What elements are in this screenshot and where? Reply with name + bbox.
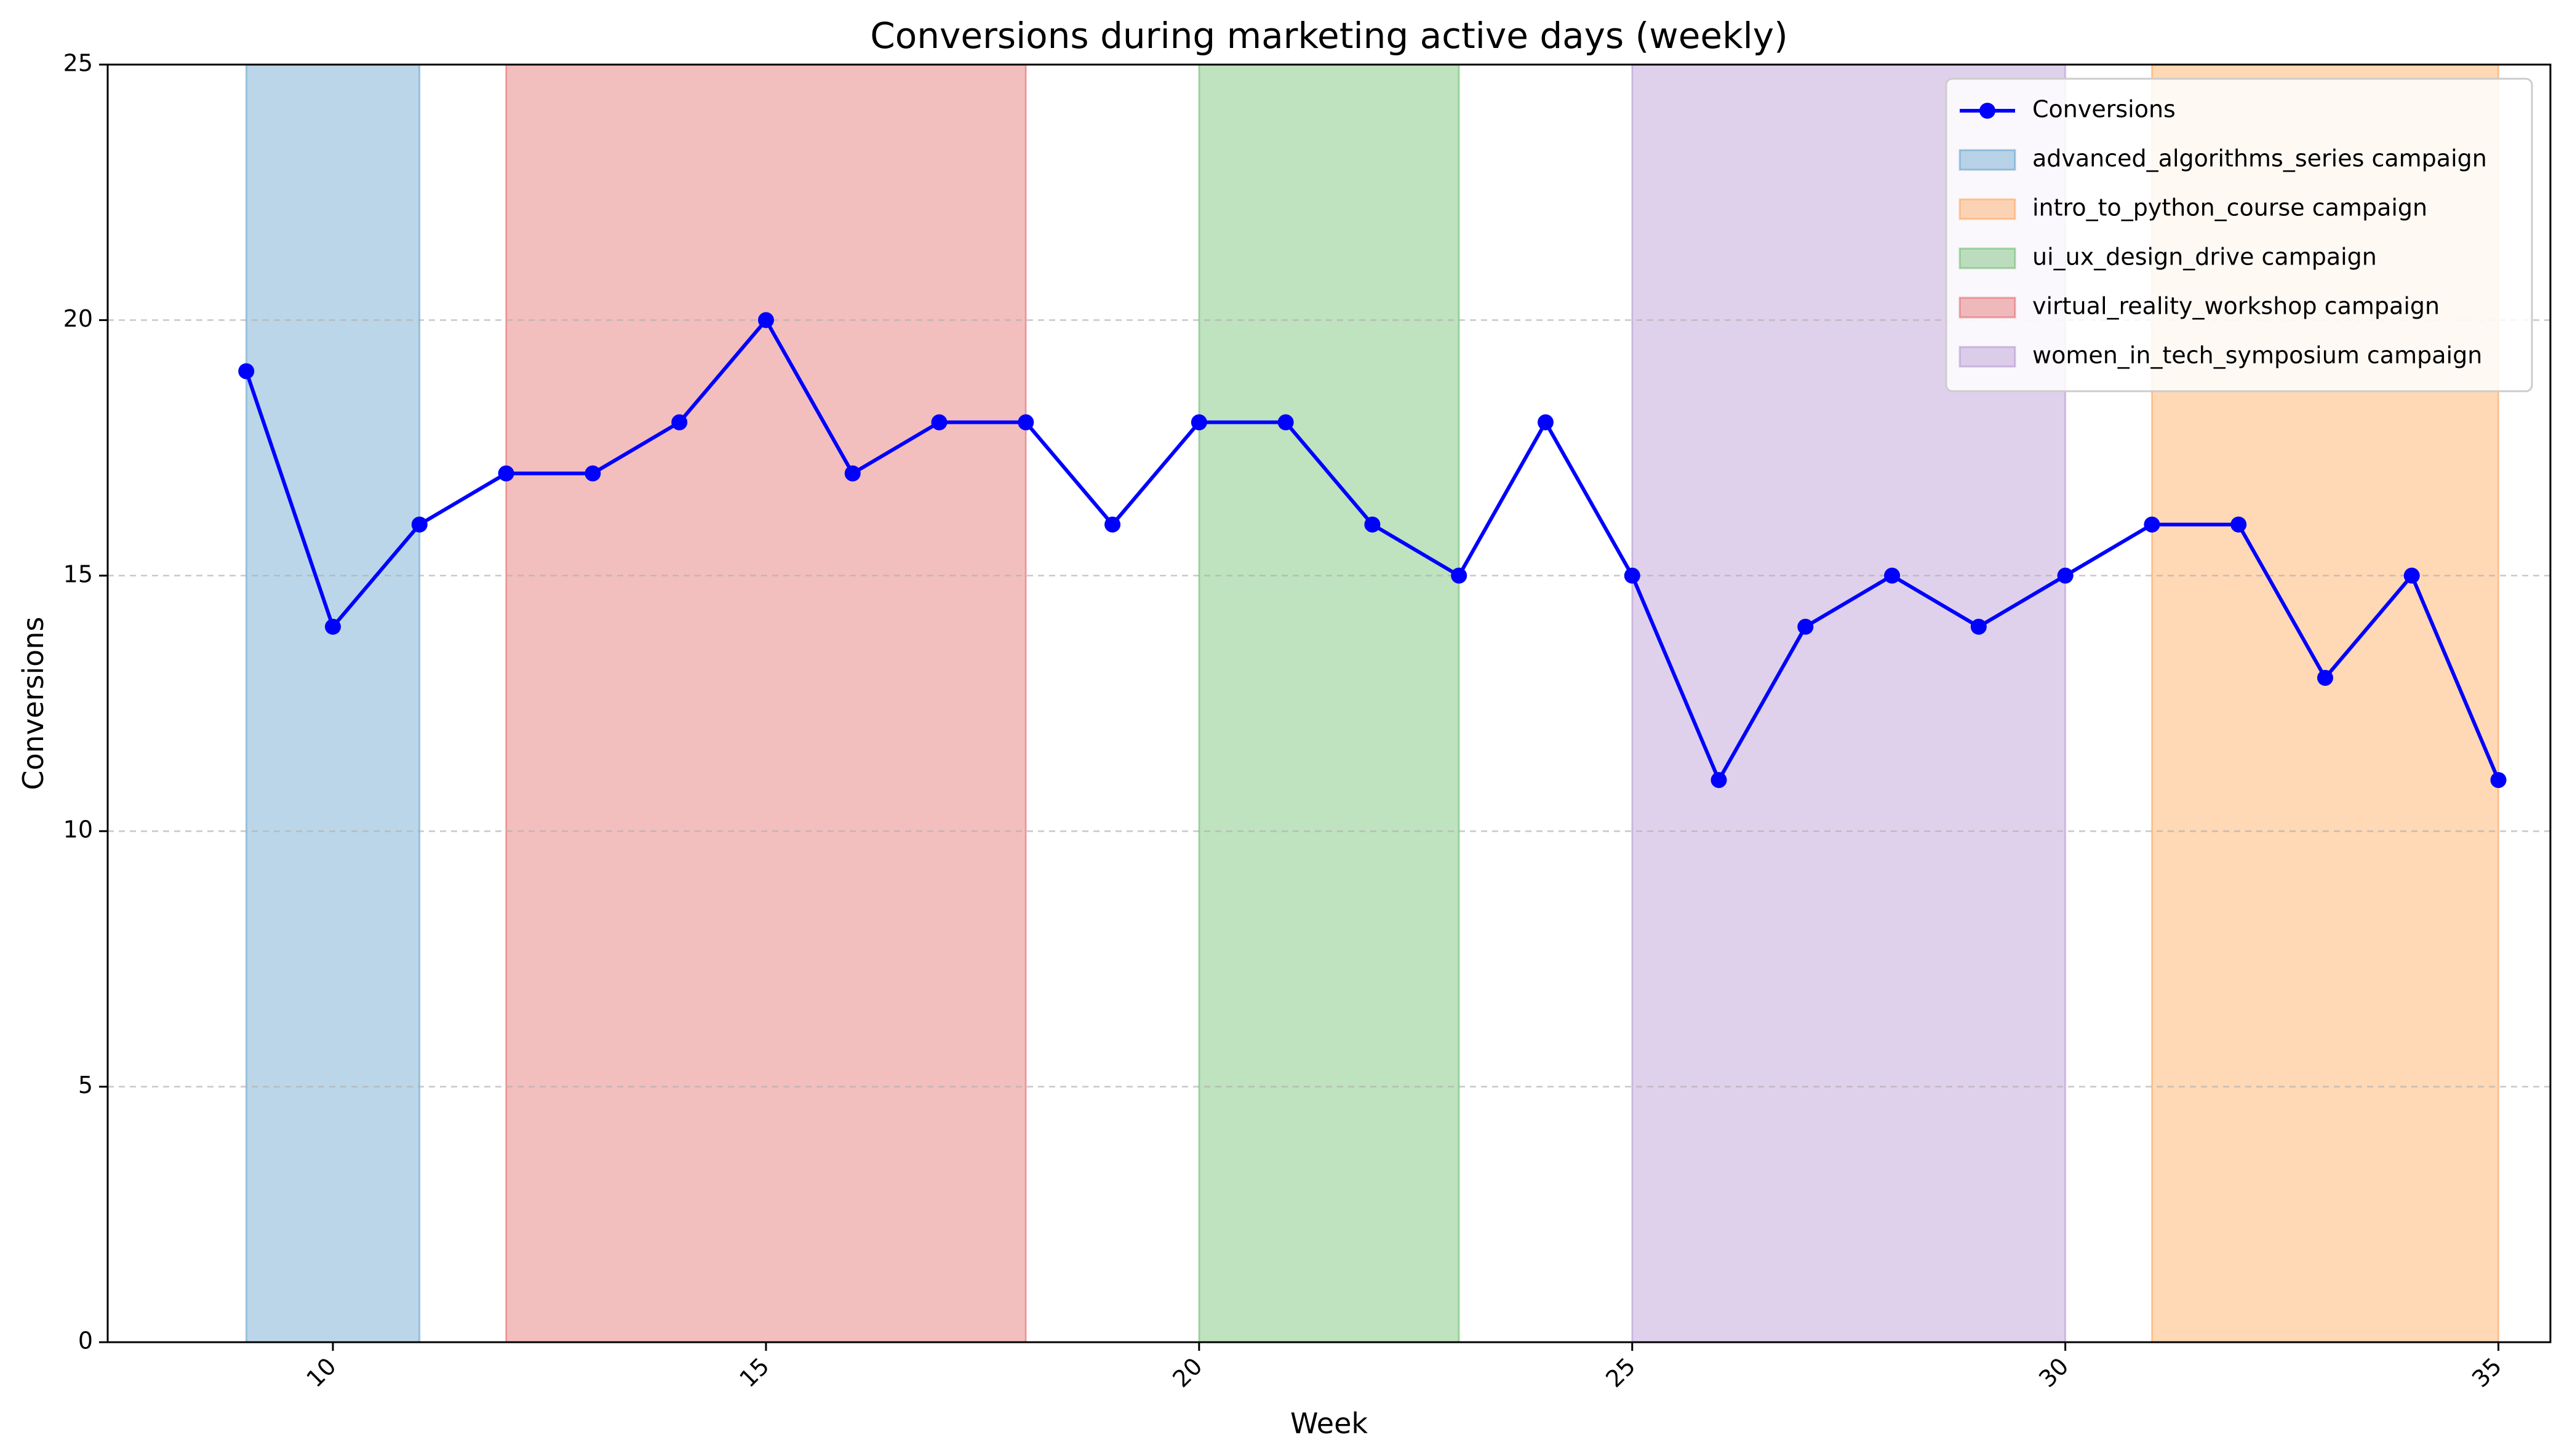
legend-box: [1945, 78, 2533, 392]
data-point-21: [1970, 618, 1987, 635]
data-point-15: [1451, 567, 1467, 584]
data-point-25: [2317, 669, 2333, 686]
legend-marker-swatch: [1979, 103, 1995, 119]
data-point-16: [1537, 414, 1554, 431]
grid-lines: [108, 319, 2550, 1088]
data-point-23: [2144, 516, 2160, 533]
campaign-band-1: [245, 63, 421, 1343]
data-point-13: [1277, 414, 1294, 431]
legend-patch-swatch-2: [1958, 198, 2016, 220]
campaign-band-4: [505, 63, 1027, 1343]
y-tick-label-5: 20: [63, 305, 93, 332]
data-point-4: [498, 465, 514, 482]
data-point-17: [1624, 567, 1640, 584]
chart-title: Conversions during marketing active days…: [870, 15, 1788, 57]
data-point-12: [1191, 414, 1207, 431]
legend-label-4: ui_ux_design_drive campaign: [2032, 244, 2377, 271]
data-point-7: [757, 312, 774, 328]
data-point-14: [1364, 516, 1381, 533]
legend-patch-swatch-3: [1958, 247, 2016, 269]
data-point-8: [844, 465, 861, 482]
data-point-5: [585, 465, 601, 482]
y-axis-ticks: 0 5 10 15 20 25: [63, 50, 108, 1355]
y-tick-label-4: 15: [63, 560, 93, 587]
x-axis-label: Week: [1290, 1407, 1368, 1440]
legend-patch-swatch-1: [1958, 149, 2016, 171]
data-point-6: [671, 414, 688, 431]
legend-patch-swatch-4: [1958, 296, 2016, 319]
legend-label-6: women_in_tech_symposium campaign: [2032, 342, 2482, 369]
campaign-bands: [245, 63, 2500, 1343]
y-tick-label-1: 0: [78, 1327, 93, 1355]
legend: Conversions advanced_algorithms_series ca…: [1945, 78, 2533, 392]
data-point-19: [1797, 618, 1814, 635]
legend-label-2: advanced_algorithms_series campaign: [2032, 145, 2487, 172]
series-layer: [238, 312, 2507, 789]
data-point-27: [2490, 772, 2507, 789]
data-point-22: [2057, 567, 2074, 584]
y-axis-label: Conversions: [17, 617, 50, 790]
data-point-18: [1711, 772, 1727, 789]
plot-frame: [106, 63, 2552, 1343]
data-point-24: [2230, 516, 2247, 533]
data-point-9: [931, 414, 948, 431]
legend-label-5: virtual_reality_workshop campaign: [2032, 293, 2440, 320]
y-tick-label-3: 10: [63, 816, 93, 843]
y-tick-label-6: 25: [63, 50, 93, 77]
campaign-band-3: [1198, 63, 1460, 1343]
legend-patch-swatch-5: [1958, 346, 2016, 368]
y-tick-label-2: 5: [78, 1072, 93, 1099]
legend-label-1: Conversions: [2032, 96, 2176, 123]
data-point-20: [1884, 567, 1901, 584]
data-point-26: [2403, 567, 2420, 584]
data-point-1: [238, 363, 255, 380]
data-point-2: [325, 618, 341, 635]
data-point-10: [1018, 414, 1034, 431]
legend-label-3: intro_to_python_course campaign: [2032, 194, 2427, 221]
data-point-11: [1104, 516, 1121, 533]
data-point-3: [411, 516, 428, 533]
